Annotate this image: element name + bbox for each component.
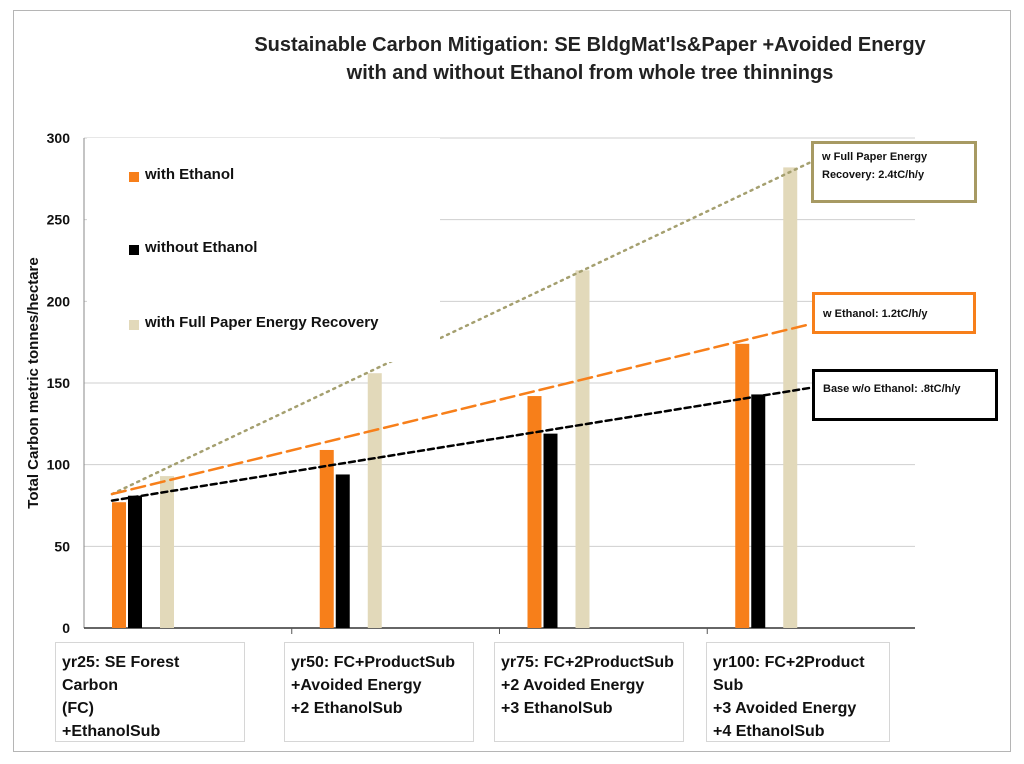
legend-swatch-without-ethanol	[129, 245, 139, 255]
category-label-yr75: yr75: FC+2ProductSub +2 Avoided Energy +…	[494, 642, 684, 742]
y-tick-label: 0	[62, 620, 70, 636]
y-axis-label: Total Carbon metric tonnes/hectare	[25, 257, 42, 508]
category-yr50-line-3: +2 EthanolSub	[291, 700, 403, 717]
y-tick-label: 50	[54, 538, 70, 554]
bar-with-ethanol-3	[735, 343, 750, 628]
category-yr100-line-1: yr100: FC+2Product Sub	[713, 654, 865, 694]
legend-swatch-with-ethanol	[129, 172, 139, 182]
chart-title: Sustainable Carbon Mitigation: SE BldgMa…	[254, 34, 926, 56]
y-tick-label: 150	[47, 375, 71, 391]
trendline-1	[110, 322, 812, 496]
category-yr100-line-2: +3 Avoided Energy	[713, 700, 857, 717]
category-yr25-line-2: (FC)	[62, 700, 94, 717]
legend-label-without-ethanol: without Ethanol	[145, 239, 258, 256]
category-yr25-line-3: +EthanolSub	[62, 723, 161, 740]
y-tick-label: 200	[47, 293, 71, 309]
legend-swatch-full-paper	[129, 320, 139, 330]
bar-without-ethanol-1	[335, 474, 350, 628]
category-yr50-line-1: yr50: FC+ProductSub	[291, 654, 456, 671]
bar-with-ethanol-2	[527, 396, 542, 628]
callout-full-paper-line-1: w Full Paper Energy	[822, 151, 928, 163]
y-tick-label: 250	[47, 212, 71, 228]
legend-label-with-ethanol: with Ethanol	[145, 166, 235, 183]
category-label-yr50: yr50: FC+ProductSub +Avoided Energy +2 E…	[284, 642, 474, 742]
callout-base: Base w/o Ethanol: .8tC/h/y	[812, 369, 998, 421]
category-yr75-line-1: yr75: FC+2ProductSub	[501, 654, 674, 671]
trendline-0	[110, 161, 812, 496]
chart-frame	[13, 10, 1011, 752]
chart-subtitle: with and without Ethanol from whole tree…	[346, 62, 834, 84]
callout-full-paper-line-2: Recovery: 2.4tC/h/y	[822, 169, 925, 181]
bar-with-ethanol-1	[319, 449, 334, 628]
bar-with-full-paper-energy-recovery-1	[367, 373, 382, 628]
category-yr75-line-3: +3 EthanolSub	[501, 700, 613, 717]
callout-base-line-1: Base w/o Ethanol: .8tC/h/y	[823, 383, 961, 395]
callout-ethanol-line-1: w Ethanol: 1.2tC/h/y	[823, 308, 928, 320]
category-label-yr100: yr100: FC+2Product Sub +3 Avoided Energy…	[706, 642, 890, 742]
y-tick-label: 300	[47, 130, 71, 146]
legend-label-full-paper: with Full Paper Energy Recovery	[145, 314, 379, 331]
category-yr50-line-2: +Avoided Energy	[291, 677, 422, 694]
category-yr25-line-1: yr25: SE Forest Carbon	[62, 654, 180, 694]
bar-with-full-paper-energy-recovery-2	[575, 270, 590, 628]
bar-with-full-paper-energy-recovery-0	[160, 476, 174, 628]
category-yr100-line-3: +4 EthanolSub	[713, 723, 825, 740]
bar-without-ethanol-2	[543, 433, 558, 628]
trendline-2	[110, 386, 812, 502]
category-label-yr25: yr25: SE Forest Carbon (FC) +EthanolSub	[55, 642, 245, 742]
y-tick-label: 100	[47, 457, 71, 473]
bar-with-ethanol-0	[112, 502, 126, 628]
legend: with Ethanol without Ethanol with Full P…	[87, 138, 440, 362]
bar-with-full-paper-energy-recovery-3	[783, 167, 798, 628]
bar-without-ethanol-0	[128, 495, 142, 628]
bar-without-ethanol-3	[751, 394, 766, 628]
callout-full-paper: w Full Paper Energy Recovery: 2.4tC/h/y	[811, 141, 977, 203]
category-yr75-line-2: +2 Avoided Energy	[501, 677, 645, 694]
callout-ethanol: w Ethanol: 1.2tC/h/y	[812, 292, 976, 334]
